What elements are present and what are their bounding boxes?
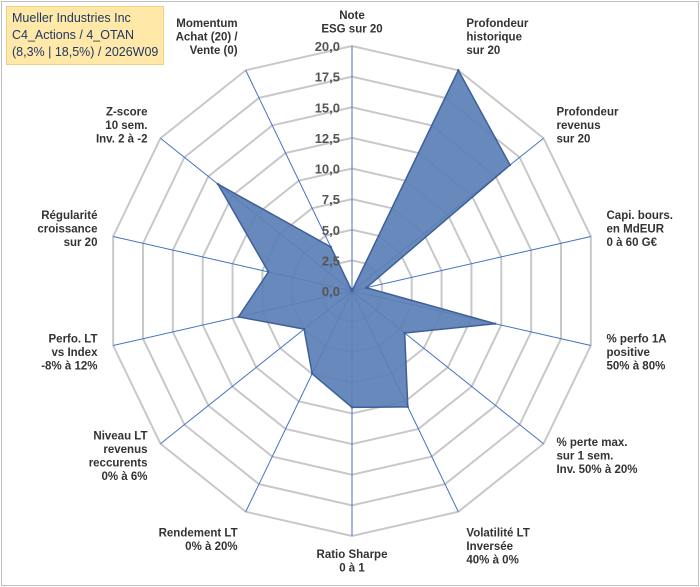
axis-label: Profondeur revenus sur 20	[556, 106, 618, 145]
axis-label: Profondeur historique sur 20	[466, 18, 528, 57]
tick-label: 15,0	[315, 100, 340, 115]
data-point	[508, 163, 512, 167]
axis-label: Note ESG sur 20	[321, 10, 382, 36]
tick-label: 2,5	[322, 253, 340, 268]
axis-label: Momentum Achat (20) / Vente (0)	[176, 18, 239, 57]
data-point	[302, 327, 306, 331]
axis-label: Volatilité LT Inversée 40% à 0%	[466, 527, 529, 566]
series-area	[215, 68, 511, 409]
axis-label: Régularité croissance sur 20	[37, 210, 97, 249]
tick-label-layer: 0,0 2,5 5,0 7,5 10,0 12,5 15,0 17,5 20,0	[315, 39, 340, 299]
axis-label: Rendement LT 0% à 20%	[159, 527, 238, 553]
axis-label: % perfo 1A positive 50% à 80%	[607, 333, 667, 372]
chart-title-box: Mueller Industries Inc C4_Actions / 4_OT…	[6, 6, 165, 65]
data-point	[457, 69, 460, 72]
data-point	[216, 182, 220, 186]
data-point	[403, 331, 406, 335]
axis-label: Niveau LT revenus reccurents 0% à 6%	[89, 430, 148, 483]
tick-label: 7,5	[322, 192, 340, 207]
tick-label: 17,5	[315, 70, 340, 85]
axis-label: Ratio Sharpe 0 à 1	[317, 549, 388, 575]
data-point	[406, 405, 410, 409]
tick-label: 5,0	[322, 223, 340, 238]
data-point	[267, 270, 270, 274]
tick-label: 0,0	[322, 284, 340, 299]
axis-label: Z-score 10 sem. Inv. 2 à -2	[96, 106, 148, 145]
axis-spoke	[351, 235, 591, 292]
data-point	[237, 315, 240, 319]
axis-label-layer: Note ESG sur 20 Profondeur historique sur 20…	[37, 10, 673, 575]
tick-label: 10,0	[315, 162, 340, 177]
data-point	[310, 372, 314, 375]
data-point	[350, 406, 354, 409]
axis-label: Perfo. LT vs Index -8% à 12%	[41, 333, 98, 372]
data-point	[350, 289, 354, 293]
data-point	[494, 322, 497, 325]
tick-label: 20,0	[315, 39, 340, 54]
tick-label: 12,5	[315, 131, 340, 146]
axis-label: % perte max. sur 1 sem. Inv. 50% à 20%	[556, 437, 637, 476]
company-name: Mueller Industries Inc	[12, 11, 131, 25]
data-point	[329, 245, 332, 249]
series-layer	[215, 68, 512, 409]
portfolio-name: C4_Actions / 4_OTAN	[12, 28, 135, 42]
data-point	[365, 286, 368, 289]
axis-label: Capi. bours. en MdEUR 0 à 60 G€	[607, 210, 673, 249]
performance-period: (8,3% | 18,5%) / 2026W09	[12, 45, 159, 59]
